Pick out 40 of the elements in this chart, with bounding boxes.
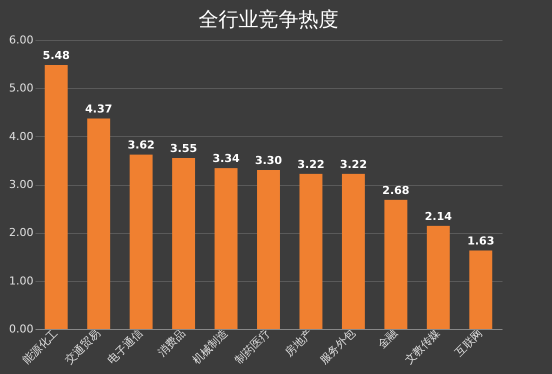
x-tick-label: 机械制造 bbox=[190, 326, 230, 367]
data-label: 3.62 bbox=[128, 138, 155, 152]
data-label: 4.37 bbox=[85, 102, 112, 116]
bar bbox=[384, 200, 408, 329]
x-tick-label: 交通贸易 bbox=[62, 326, 103, 367]
y-tick-label: 4.00 bbox=[9, 130, 34, 143]
bar bbox=[469, 250, 492, 329]
chart-title: 全行业竞争热度 bbox=[198, 7, 338, 31]
data-label: 3.22 bbox=[297, 158, 325, 171]
y-tick-label: 1.00 bbox=[9, 274, 34, 288]
data-label: 2.14 bbox=[424, 210, 452, 223]
y-tick-label: 3.00 bbox=[9, 178, 34, 191]
x-tick-label: 制药医疗 bbox=[232, 326, 273, 367]
bar bbox=[172, 158, 196, 329]
data-label: 3.34 bbox=[212, 152, 240, 166]
bar bbox=[257, 170, 280, 329]
x-tick-label: 文教传媒 bbox=[402, 326, 443, 367]
bar bbox=[426, 226, 450, 329]
y-tick-label: 5.00 bbox=[9, 82, 34, 95]
x-tick-label: 服务外包 bbox=[317, 326, 358, 367]
bar bbox=[299, 174, 322, 329]
x-tick-label: 电子通信 bbox=[105, 326, 146, 367]
data-label: 3.55 bbox=[170, 142, 198, 156]
data-label: 5.48 bbox=[42, 49, 70, 62]
y-tick-label: 2.00 bbox=[9, 226, 34, 240]
data-label: 2.68 bbox=[382, 184, 410, 197]
x-tick-label: 互联网 bbox=[452, 326, 486, 360]
y-tick-label: 6.00 bbox=[9, 34, 34, 46]
x-tick-label: 金融 bbox=[375, 326, 400, 352]
data-label: 3.30 bbox=[254, 154, 282, 168]
bar bbox=[342, 174, 365, 329]
data-label: 1.63 bbox=[467, 234, 494, 248]
bar bbox=[214, 168, 238, 329]
bar bbox=[44, 65, 68, 329]
y-tick-label: 0.00 bbox=[9, 322, 34, 336]
bar bbox=[87, 118, 110, 329]
data-label: 3.22 bbox=[340, 158, 367, 171]
x-tick-label: 消费品 bbox=[155, 326, 188, 360]
x-tick-label: 房地产 bbox=[282, 326, 316, 360]
bar bbox=[130, 154, 153, 329]
